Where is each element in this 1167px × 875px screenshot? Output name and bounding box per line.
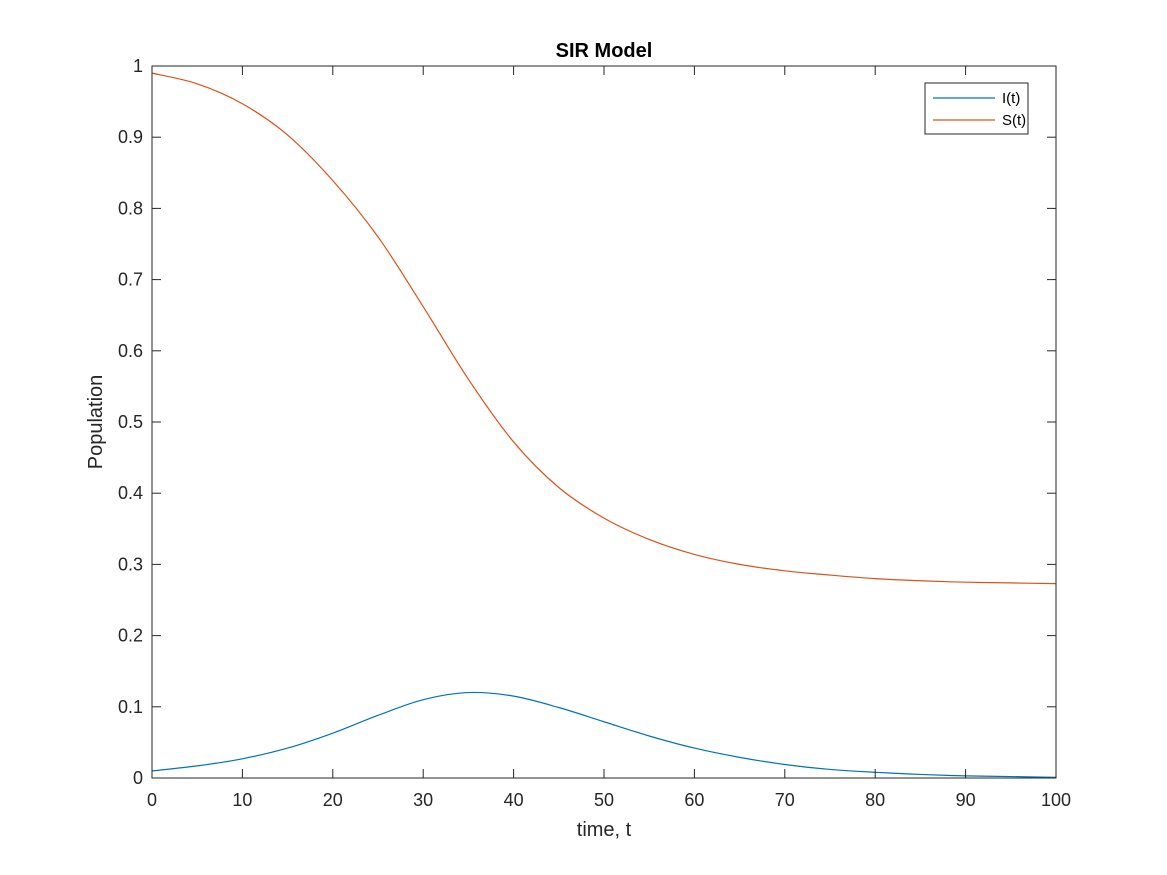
plot-frame xyxy=(151,65,1057,779)
x-tick-label: 50 xyxy=(594,790,614,810)
x-tick-label: 30 xyxy=(413,790,433,810)
series-lines xyxy=(151,72,1057,778)
y-tick-label: 1 xyxy=(133,56,143,76)
x-tick-label: 40 xyxy=(504,790,524,810)
legend-label-i: I(t) xyxy=(1002,90,1020,107)
x-tick-labels: 0 10 20 30 40 50 60 70 80 90 100 xyxy=(147,790,1071,810)
y-axis-label: Population xyxy=(85,375,107,470)
y-tick-labels: 0 0.1 0.2 0.3 0.4 0.5 0.6 0.7 0.8 0.9 1 xyxy=(118,56,143,788)
legend: I(t) S(t) xyxy=(924,82,1029,135)
y-tick-label: 0.7 xyxy=(118,270,143,290)
y-tick-label: 0.1 xyxy=(118,697,143,717)
x-axis-label: time, t xyxy=(577,819,632,841)
y-tick-label: 0 xyxy=(133,768,143,788)
x-tick-label: 20 xyxy=(323,790,343,810)
y-tick-label: 0.2 xyxy=(118,626,143,646)
legend-box xyxy=(924,82,1029,135)
x-tick-label: 100 xyxy=(1041,790,1071,810)
y-tick-label: 0.4 xyxy=(118,483,143,503)
x-tick-label: 90 xyxy=(956,790,976,810)
series-line-i xyxy=(151,691,1057,778)
y-tick-label: 0.6 xyxy=(118,341,143,361)
y-tick-label: 0.5 xyxy=(118,412,143,432)
series-line-s xyxy=(151,72,1057,585)
y-tick-label: 0.3 xyxy=(118,554,143,574)
x-tick-label: 70 xyxy=(775,790,795,810)
y-tick-label: 0.9 xyxy=(118,127,143,147)
x-tick-label: 80 xyxy=(865,790,885,810)
chart-title: SIR Model xyxy=(556,40,653,62)
legend-label-s: S(t) xyxy=(1002,112,1026,129)
y-tick-label: 0.8 xyxy=(118,198,143,218)
x-tick-label: 0 xyxy=(147,790,157,810)
plot-area xyxy=(152,66,1056,778)
x-tick-label: 60 xyxy=(684,790,704,810)
x-tick-label: 10 xyxy=(232,790,252,810)
